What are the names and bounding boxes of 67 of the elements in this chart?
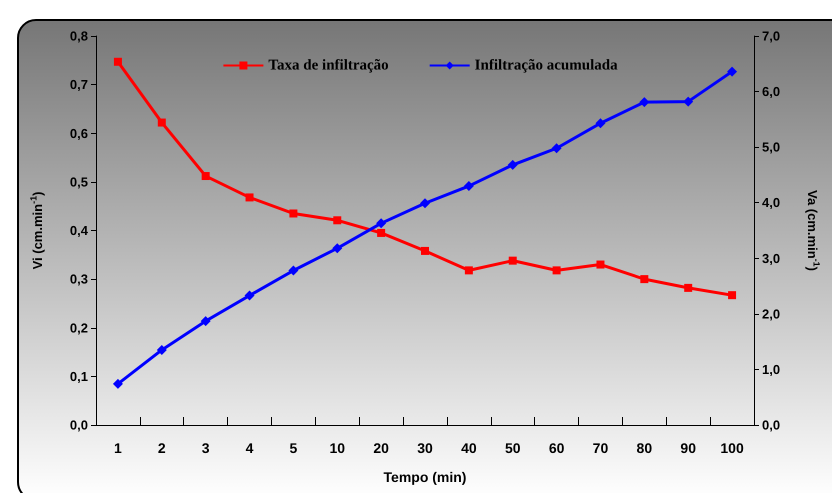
y-tick-label: 0,5 — [70, 174, 88, 190]
x-tick-label: 20 — [373, 440, 390, 456]
x-tick-label: 3 — [202, 440, 210, 456]
x-tick-label: 60 — [548, 440, 565, 456]
point — [289, 209, 298, 218]
x-tick-label: 70 — [592, 440, 608, 456]
point — [376, 218, 386, 228]
point — [508, 160, 518, 170]
point — [333, 216, 342, 224]
y2-tick-label: 4,0 — [762, 195, 780, 210]
y2-tick-label: 5,0 — [762, 140, 780, 155]
y-tick-label: 0,6 — [70, 126, 88, 141]
x-tick-label: 1 — [114, 440, 122, 456]
point — [156, 344, 167, 355]
legend-label: Infiltração acumulada — [474, 58, 618, 74]
point — [421, 246, 429, 255]
point — [202, 172, 210, 180]
point — [332, 243, 342, 254]
point — [288, 266, 298, 276]
x-tick-label: 100 — [720, 440, 744, 456]
point — [727, 66, 738, 77]
y2-tick-label: 2,0 — [762, 306, 780, 322]
legend-label: Taxa de infiltração — [268, 58, 389, 74]
y2-tick-label: 7,0 — [762, 28, 780, 44]
y2-tick-label: 6,0 — [762, 84, 780, 100]
point — [246, 193, 254, 202]
point — [728, 291, 736, 300]
y-tick-label: 0,1 — [70, 368, 88, 384]
point — [244, 290, 255, 301]
x-tick-label: 5 — [290, 440, 298, 456]
y-tick-label: 0,0 — [70, 418, 88, 432]
y-tick-label: 0,7 — [70, 77, 88, 92]
point — [552, 266, 561, 274]
y-tick-label: 0,3 — [70, 272, 88, 287]
x-tick-label: 30 — [417, 440, 433, 456]
point — [464, 181, 474, 192]
point — [552, 143, 562, 154]
x-tick-label: 50 — [504, 440, 521, 456]
point — [684, 284, 692, 292]
point — [508, 256, 517, 265]
point — [420, 198, 430, 208]
x-tick-label: 90 — [680, 440, 696, 456]
y2-axis-title: Va (cm.min-1) — [805, 190, 822, 271]
point — [200, 316, 211, 326]
point — [464, 266, 473, 274]
y2-tick-label: 1,0 — [762, 362, 780, 377]
x-tick-label: 10 — [329, 440, 346, 456]
point — [158, 118, 166, 127]
point — [640, 275, 648, 284]
point — [377, 228, 386, 237]
y-tick-label: 0,8 — [70, 28, 88, 44]
x-tick-label: 40 — [461, 440, 477, 456]
point — [112, 378, 123, 389]
point — [683, 96, 694, 107]
point — [639, 97, 650, 108]
point — [596, 260, 604, 269]
y-tick-label: 0,4 — [70, 223, 89, 238]
y-axis-title: Vi (cm.min-1) — [28, 192, 45, 270]
x-tick-label: 4 — [246, 440, 254, 456]
x-axis-title: Tempo (min) — [384, 469, 466, 485]
y2-tick-label: 0,0 — [762, 418, 780, 432]
point — [114, 58, 122, 66]
y2-tick-label: 3,0 — [762, 250, 780, 266]
point — [595, 118, 606, 128]
y-tick-label: 0,2 — [70, 320, 88, 336]
x-tick-label: 80 — [636, 440, 652, 456]
x-tick-label: 2 — [158, 440, 166, 456]
